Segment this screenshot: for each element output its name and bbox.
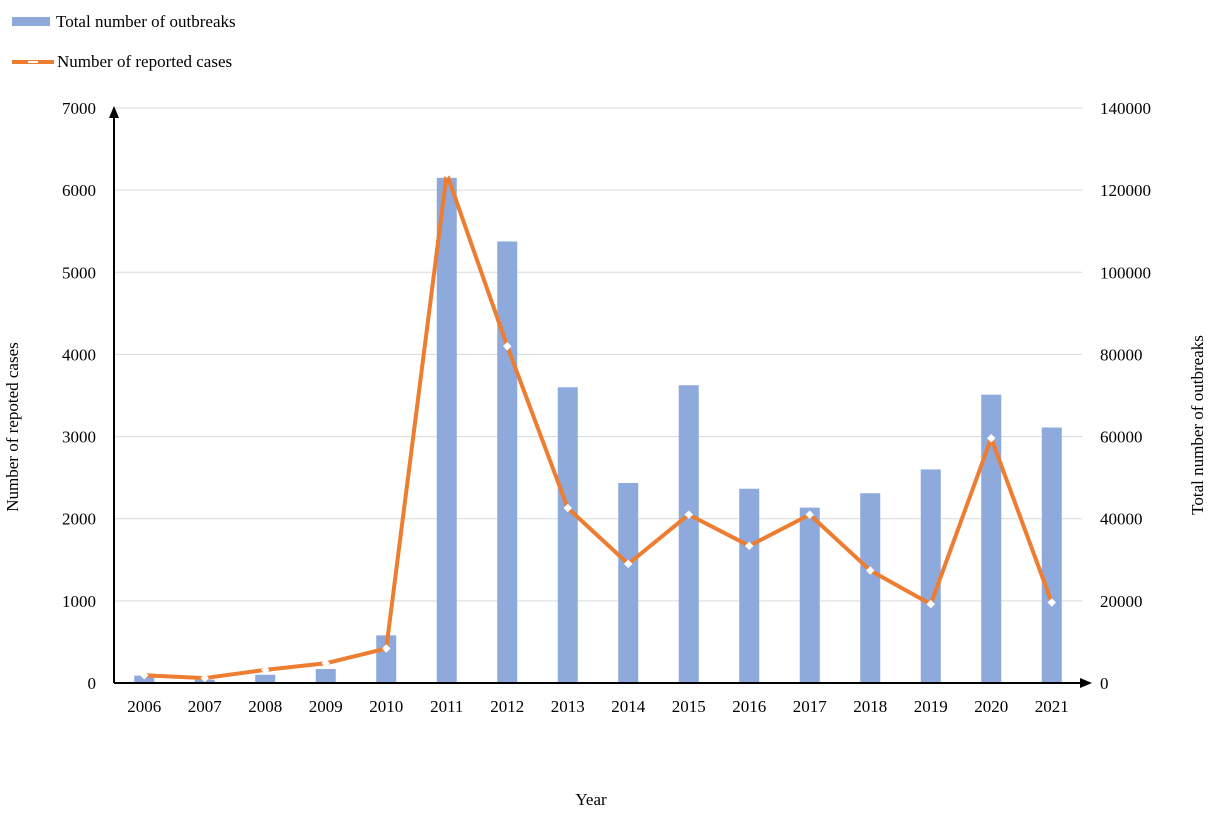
line-point	[1047, 598, 1056, 607]
line-point	[624, 559, 633, 569]
legend-label-outbreaks: Total number of outbreaks	[56, 12, 236, 31]
bar	[497, 241, 518, 683]
x-tick-label: 2006	[127, 697, 161, 716]
left-tick-label: 3000	[62, 428, 96, 447]
x-tick-label: 2018	[853, 697, 887, 716]
bar	[255, 674, 276, 683]
right-axis-title: Total number of outbreaks	[1188, 335, 1207, 515]
right-tick-label: 120000	[1100, 181, 1151, 200]
x-tick-label: 2014	[611, 697, 646, 716]
right-tick-label: 100000	[1100, 263, 1151, 282]
left-tick-label: 4000	[62, 345, 96, 364]
left-tick-label: 5000	[62, 263, 96, 282]
left-tick-label: 6000	[62, 181, 96, 200]
x-tick-label: 2008	[248, 697, 282, 716]
right-tick-label: 20000	[1100, 592, 1143, 611]
right-tick-label: 80000	[1100, 345, 1143, 364]
bar	[860, 493, 881, 683]
x-axis-arrow	[1080, 678, 1092, 688]
line-series	[140, 169, 1056, 683]
line-point	[442, 169, 451, 178]
x-tick-label: 2009	[309, 697, 343, 716]
line-point	[563, 503, 572, 513]
line-point	[987, 433, 996, 443]
x-tick-label: 2017	[793, 697, 828, 716]
legend-label-cases: Number of reported cases	[57, 52, 232, 71]
bar	[1041, 427, 1062, 683]
x-tick-label: 2011	[430, 697, 463, 716]
bar	[981, 394, 1002, 683]
bar	[618, 482, 639, 683]
line-point	[866, 566, 875, 575]
axes	[109, 106, 1092, 688]
line-point	[321, 659, 330, 668]
x-tick-label: 2015	[672, 697, 706, 716]
x-axis-title: Year	[575, 790, 607, 809]
line-point	[261, 665, 270, 675]
line-path	[144, 171, 1054, 681]
right-tick-label: 0	[1100, 674, 1109, 693]
x-tick-label: 2007	[188, 697, 223, 716]
bar	[920, 469, 941, 683]
right-axis-tick-labels: 0 20000 40000 60000 80000 100000 120000 140000	[1100, 99, 1151, 693]
left-axis-title: Number of repoted cases	[3, 342, 22, 511]
x-axis-tick-labels: 2006 2007 2008 2009 2010 2011 2012 2013 2014 2015…	[127, 697, 1069, 716]
x-tick-label: 2012	[490, 697, 524, 716]
x-tick-label: 2019	[914, 697, 948, 716]
line-point	[684, 510, 693, 519]
line-point	[926, 599, 935, 609]
left-tick-label: 7000	[62, 99, 96, 118]
right-tick-label: 140000	[1100, 99, 1151, 118]
left-tick-label: 2000	[62, 510, 96, 529]
bar	[436, 177, 457, 684]
left-axis-tick-labels: 0 1000 2000 3000 4000 5000 6000 7000	[62, 99, 96, 693]
x-tick-label: 2021	[1035, 697, 1069, 716]
left-tick-label: 0	[88, 674, 97, 693]
line-point	[805, 510, 814, 519]
bar	[799, 507, 820, 683]
left-tick-label: 1000	[62, 592, 96, 611]
x-tick-label: 2013	[551, 697, 585, 716]
bar-series	[134, 177, 1062, 684]
right-tick-label: 60000	[1100, 428, 1143, 447]
x-tick-label: 2010	[369, 697, 403, 716]
legend-swatch-outbreaks	[12, 17, 50, 26]
y-axis-arrow	[109, 106, 119, 118]
bar	[315, 669, 336, 683]
bar	[376, 635, 397, 683]
line-point	[745, 541, 754, 551]
line-point	[382, 644, 391, 653]
right-tick-label: 40000	[1100, 510, 1143, 529]
x-tick-label: 2016	[732, 697, 766, 716]
legend: Total number of outbreaks Number of repo…	[12, 12, 236, 71]
line-point	[503, 341, 512, 351]
x-tick-label: 2020	[974, 697, 1008, 716]
bar	[739, 488, 760, 683]
bar	[557, 387, 578, 683]
bar	[678, 385, 699, 683]
gridlines	[114, 107, 1082, 602]
